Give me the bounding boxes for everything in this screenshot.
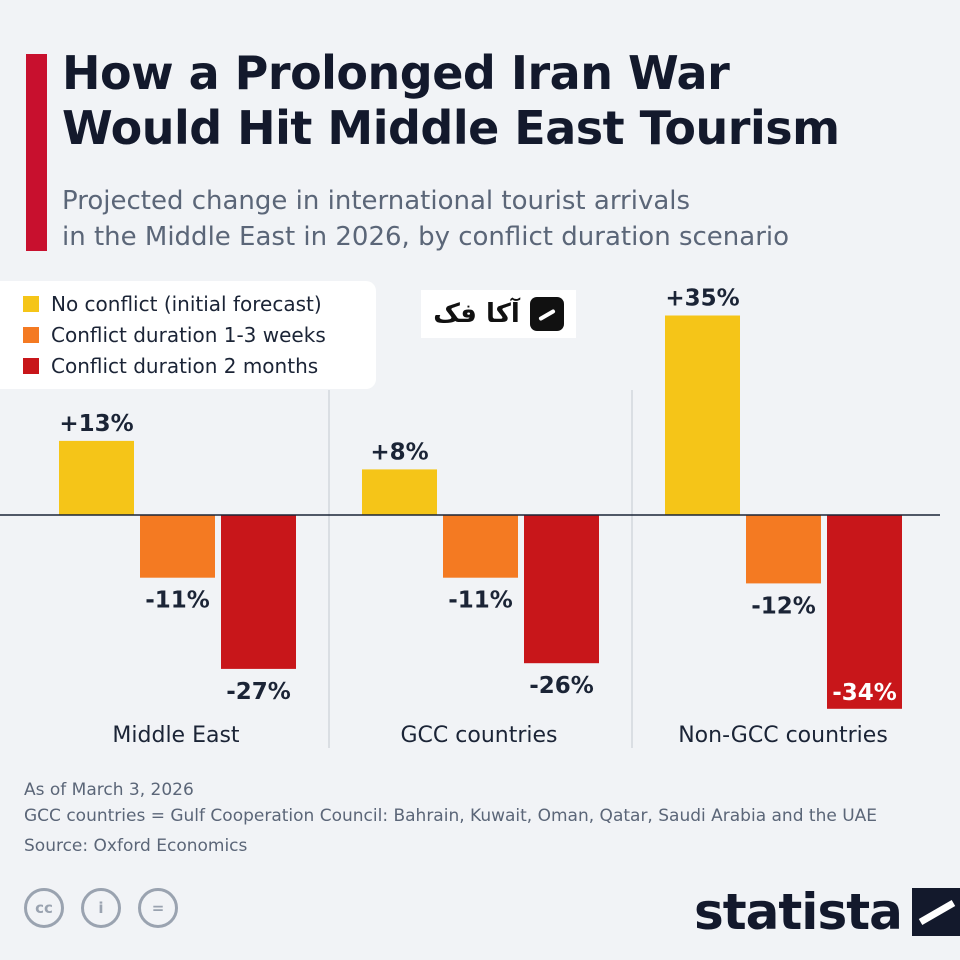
chart-legend: No conflict (initial forecast) Conflict … — [0, 281, 376, 389]
title-line-1: How a Prolonged Iran War — [62, 46, 730, 100]
legend-label: Conflict duration 2 months — [51, 354, 319, 378]
bar — [59, 440, 134, 515]
no-derivatives-icon[interactable]: = — [138, 888, 178, 928]
legend-item-conflict-2-months: Conflict duration 2 months — [23, 353, 318, 379]
statista-wordmark: statista — [694, 883, 903, 941]
bar — [827, 515, 902, 709]
legend-swatch — [23, 296, 39, 312]
bar — [524, 515, 599, 664]
data-label: +13% — [59, 411, 133, 437]
category-label: Non-GCC countries — [678, 723, 888, 748]
chart-subtitle: Projected change in international touris… — [62, 183, 789, 255]
date-note: As of March 3, 2026 — [24, 780, 194, 800]
data-label: +35% — [665, 286, 739, 312]
category-label: Middle East — [112, 723, 240, 748]
data-label: -12% — [751, 593, 816, 619]
chart-title: How a Prolonged Iran War Would Hit Middl… — [62, 46, 840, 156]
statista-brand[interactable]: statista — [694, 884, 960, 940]
category-label: GCC countries — [401, 723, 558, 748]
subtitle-line-2: in the Middle East in 2026, by conflict … — [62, 222, 790, 252]
bar — [665, 315, 740, 515]
data-label: -26% — [529, 673, 594, 699]
bar — [443, 515, 518, 578]
legend-item-no-conflict: No conflict (initial forecast) — [23, 291, 322, 317]
gcc-note: GCC countries = Gulf Cooperation Council… — [24, 806, 878, 826]
legend-item-conflict-1-3-weeks: Conflict duration 1-3 weeks — [23, 322, 326, 348]
legend-swatch — [23, 358, 39, 374]
statista-logo-icon — [911, 888, 960, 936]
legend-label: No conflict (initial forecast) — [51, 292, 322, 316]
watermark: آکا فک — [421, 290, 576, 338]
data-label: -27% — [226, 679, 291, 705]
watermark-text: آکا فک — [433, 299, 520, 329]
data-label: -34% — [832, 680, 897, 706]
attribution-icon[interactable]: i — [81, 888, 121, 928]
license-icons: cc i = — [24, 888, 195, 928]
watermark-logo-icon — [529, 297, 564, 331]
subtitle-line-1: Projected change in international touris… — [62, 186, 691, 216]
data-label: +8% — [370, 439, 428, 465]
source-note: Source: Oxford Economics — [24, 836, 248, 856]
legend-swatch — [23, 327, 39, 343]
bar — [221, 515, 296, 669]
legend-label: Conflict duration 1-3 weeks — [51, 323, 326, 347]
title-line-2: Would Hit Middle East Tourism — [62, 101, 840, 155]
bar — [746, 515, 821, 584]
data-label: -11% — [145, 588, 210, 614]
accent-bar — [26, 54, 47, 251]
bar — [140, 515, 215, 578]
data-label: -11% — [448, 588, 513, 614]
data-label-background — [829, 676, 900, 707]
bar-chart: +13% -11% -27% Middle East +8% -11% -26% GCC co… — [0, 286, 940, 748]
bar — [362, 469, 437, 515]
cc-icon[interactable]: cc — [24, 888, 64, 928]
